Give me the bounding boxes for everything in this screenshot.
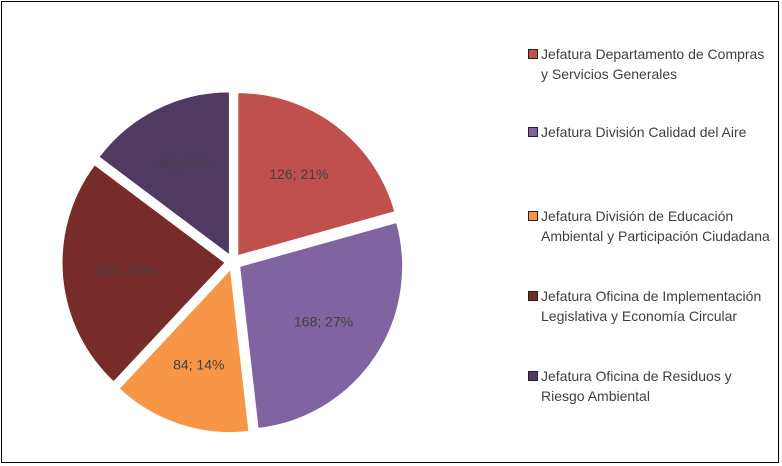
- legend-swatch: [528, 371, 538, 381]
- pie-slice: [118, 268, 250, 434]
- data-label: 126; 21%: [269, 166, 328, 182]
- data-label: 90; 15%: [159, 155, 210, 171]
- legend-entry: Jefatura Oficina de Residuos y Riesgo Am…: [528, 366, 770, 406]
- legend-label: Jefatura División de Educación Ambiental…: [541, 208, 770, 244]
- legend-label: Jefatura División Calidad del Aire: [541, 124, 747, 140]
- legend-label: Jefatura Oficina de Residuos y Riesgo Am…: [541, 368, 732, 404]
- legend-swatch: [528, 291, 538, 301]
- data-label: 142; 23%: [95, 262, 154, 278]
- legend-entry: Jefatura División de Educación Ambiental…: [528, 206, 770, 246]
- pie-slice: [61, 164, 226, 383]
- data-label: 168; 27%: [294, 314, 353, 330]
- legend-entry: Jefatura Departamento de Compras y Servi…: [528, 44, 770, 84]
- legend-entry: Jefatura División Calidad del Aire: [528, 122, 770, 142]
- data-label: 84; 14%: [173, 356, 224, 372]
- pie-slice: [237, 92, 396, 257]
- legend-swatch: [528, 127, 538, 137]
- legend-label: Jefatura Departamento de Compras y Servi…: [541, 46, 765, 82]
- legend-swatch: [528, 211, 538, 221]
- legend-swatch: [528, 49, 538, 59]
- pie-slice: [98, 91, 230, 256]
- legend-label: Jefatura Oficina de Implementación Legis…: [541, 288, 762, 324]
- pie-slice: [239, 221, 404, 429]
- legend-entry: Jefatura Oficina de Implementación Legis…: [528, 286, 770, 326]
